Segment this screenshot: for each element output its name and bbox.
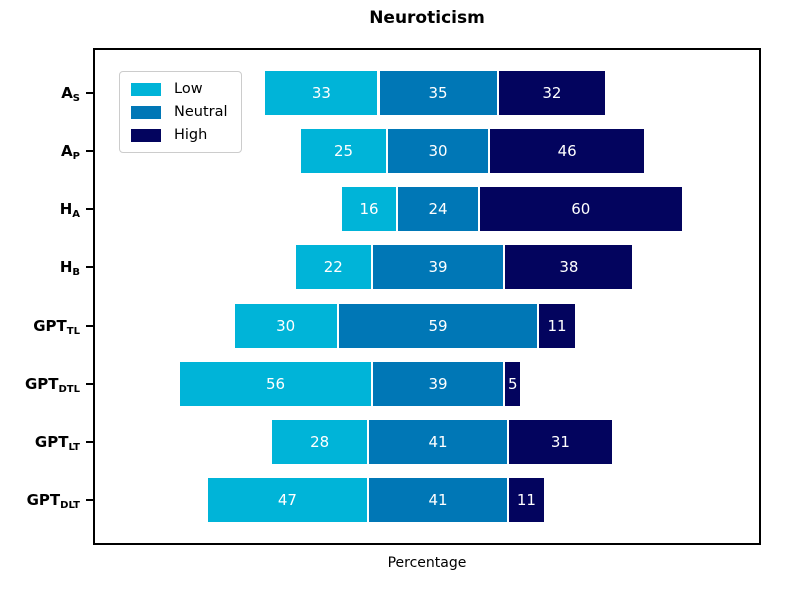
y-axis-tick bbox=[86, 324, 93, 327]
y-axis-tick bbox=[86, 208, 93, 211]
bar-segment-gpttl-high: 11 bbox=[537, 303, 575, 348]
bar-value-label: 41 bbox=[428, 432, 448, 451]
bar-value-label: 24 bbox=[428, 200, 448, 219]
bar-segment-ap-neutral: 30 bbox=[386, 129, 488, 174]
y-axis-label-subscript: B bbox=[72, 267, 80, 279]
bar-value-label: 39 bbox=[428, 258, 448, 277]
y-axis-label-subscript: A bbox=[72, 209, 80, 221]
bar-segment-gptdtl-high: 5 bbox=[503, 361, 521, 406]
y-axis-label-main: A bbox=[61, 142, 73, 161]
bar-value-label: 16 bbox=[359, 200, 379, 219]
bar-segment-as-low: 33 bbox=[265, 71, 378, 116]
legend-swatch-high bbox=[131, 128, 161, 142]
bar-value-label: 32 bbox=[542, 84, 562, 103]
y-axis-label-gptdlt: GPTDLT bbox=[0, 489, 84, 511]
legend: Low Neutral High bbox=[119, 71, 242, 153]
bar-segment-hb-low: 22 bbox=[295, 245, 371, 290]
bar-value-label: 30 bbox=[276, 316, 296, 335]
y-axis-label-gptlt: GPTLT bbox=[0, 431, 84, 453]
y-axis-tick bbox=[86, 266, 93, 269]
y-axis-label-gpttl: GPTTL bbox=[0, 315, 84, 337]
bar-value-label: 11 bbox=[516, 490, 536, 509]
y-axis-label-subscript: DTL bbox=[58, 383, 81, 395]
legend-label-neutral: Neutral bbox=[174, 104, 228, 120]
legend-label-high: High bbox=[174, 127, 208, 143]
y-axis-label-main: GPT bbox=[34, 432, 69, 451]
bar-segment-hb-neutral: 39 bbox=[370, 245, 504, 290]
bar-value-label: 28 bbox=[310, 432, 330, 451]
bar-value-label: 46 bbox=[557, 142, 577, 161]
y-axis-label-ha: HA bbox=[0, 198, 84, 220]
bar-segment-hb-high: 38 bbox=[503, 245, 633, 290]
bar-value-label: 30 bbox=[428, 142, 448, 161]
bar-value-label: 59 bbox=[428, 316, 448, 335]
y-axis-tick bbox=[86, 92, 93, 95]
bar-value-label: 60 bbox=[571, 200, 591, 219]
bar-value-label: 35 bbox=[428, 84, 448, 103]
bar-segment-gptlt-high: 31 bbox=[506, 419, 613, 464]
bar-segment-gptdtl-low: 56 bbox=[180, 361, 371, 406]
y-axis-tick bbox=[86, 440, 93, 443]
bar-value-label: 33 bbox=[311, 84, 331, 103]
bar-segment-gptdtl-neutral: 39 bbox=[370, 361, 504, 406]
legend-item-high: High bbox=[131, 127, 228, 143]
bar-value-label: 39 bbox=[428, 374, 448, 393]
chart-title: Neuroticism bbox=[369, 8, 485, 28]
legend-swatch-low bbox=[131, 82, 161, 96]
bar-segment-gptdlt-low: 47 bbox=[207, 477, 368, 522]
bar-segment-ha-low: 16 bbox=[341, 187, 397, 232]
y-axis-label-main: GPT bbox=[24, 374, 59, 393]
legend-swatch-neutral bbox=[131, 105, 161, 119]
bar-segment-as-neutral: 35 bbox=[377, 71, 497, 116]
y-axis-tick bbox=[86, 498, 93, 501]
x-axis-label: Percentage bbox=[387, 555, 467, 571]
bar-value-label: 22 bbox=[323, 258, 343, 277]
plot-area: 33 35 32 25 30 46 16 24 60 22 39 38 30 59 11 56 39 5 28 41 3… bbox=[86, 48, 761, 545]
y-axis-label-as: AS bbox=[0, 82, 84, 104]
y-axis-label-main: A bbox=[61, 84, 73, 103]
bar-segment-gpttl-low: 30 bbox=[234, 303, 337, 348]
bar-segment-as-high: 32 bbox=[496, 71, 606, 116]
y-axis-label-subscript: DLT bbox=[60, 499, 80, 511]
bar-segment-ap-low: 25 bbox=[301, 129, 386, 174]
y-axis-label-ap: AP bbox=[0, 140, 84, 162]
bar-value-label: 38 bbox=[559, 258, 579, 277]
y-axis-label-hb: HB bbox=[0, 256, 84, 278]
y-axis-label-gptdtl: GPTDTL bbox=[0, 373, 84, 395]
y-axis-label-subscript: S bbox=[72, 93, 80, 105]
bar-segment-ap-high: 46 bbox=[488, 129, 645, 174]
legend-item-low: Low bbox=[131, 81, 228, 97]
y-axis-label-main: H bbox=[59, 200, 73, 219]
bar-value-label: 47 bbox=[277, 490, 297, 509]
bar-segment-gptlt-low: 28 bbox=[272, 419, 368, 464]
bar-segment-gptdlt-neutral: 41 bbox=[367, 477, 507, 522]
y-axis-label-subscript: LT bbox=[68, 441, 80, 453]
bar-value-label: 31 bbox=[550, 432, 570, 451]
y-axis-label-main: H bbox=[59, 258, 73, 277]
y-axis-tick bbox=[86, 150, 93, 153]
bar-segment-gptlt-neutral: 41 bbox=[367, 419, 507, 464]
bar-segment-gpttl-neutral: 59 bbox=[336, 303, 538, 348]
bar-value-label: 25 bbox=[333, 142, 354, 161]
bar-value-label: 56 bbox=[265, 374, 286, 393]
legend-item-neutral: Neutral bbox=[131, 104, 228, 120]
bar-segment-ha-high: 60 bbox=[477, 187, 682, 232]
bar-segment-ha-neutral: 24 bbox=[396, 187, 478, 232]
bar-value-label: 11 bbox=[547, 316, 567, 335]
y-axis-label-subscript: P bbox=[72, 151, 80, 163]
bar-value-label: 41 bbox=[428, 490, 448, 509]
legend-label-low: Low bbox=[174, 81, 203, 97]
bar-value-label: 5 bbox=[508, 374, 518, 393]
bar-segment-gptdlt-high: 11 bbox=[506, 477, 545, 522]
y-axis-label-main: GPT bbox=[33, 316, 67, 335]
y-axis-label-subscript: TL bbox=[66, 325, 80, 337]
y-axis-tick bbox=[86, 382, 93, 385]
y-axis-label-main: GPT bbox=[26, 490, 61, 509]
